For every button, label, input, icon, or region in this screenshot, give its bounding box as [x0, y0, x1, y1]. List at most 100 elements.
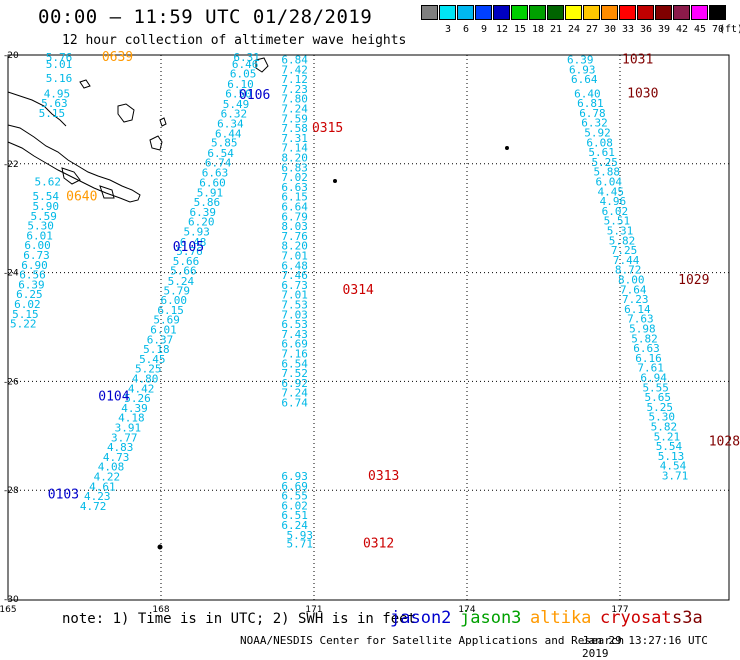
wave-height-value: 5.25	[647, 401, 674, 414]
legend-label: 36	[639, 24, 653, 35]
wave-height-value: 4.42	[128, 382, 155, 395]
graticule	[8, 55, 729, 600]
satellite-jason3: jason3	[460, 608, 522, 628]
legend-label: 39	[657, 24, 671, 35]
legend-label: 45	[693, 24, 707, 35]
wave-height-value: 7.46	[281, 269, 308, 282]
wave-height-value: 4.95	[44, 87, 70, 100]
wave-height-value: 6.32	[581, 117, 608, 130]
map-subtitle: 12 hour collection of altimeter wave hei…	[62, 33, 407, 48]
wave-height-value: 6.00	[24, 239, 51, 252]
satellite-altika: altika	[530, 608, 592, 628]
wave-height-value: 5.88	[593, 166, 620, 179]
lat-tick-label: -24	[4, 269, 19, 279]
wave-height-value: 6.83	[281, 161, 308, 174]
legend-label: 42	[675, 24, 689, 35]
track-jason2: 6.847.427.127.237.807.247.597.587.317.14…	[281, 53, 308, 409]
wave-height-value: 6.84	[281, 53, 308, 66]
wave-height-value: 6.54	[207, 147, 234, 160]
wave-height-value: 6.53	[281, 318, 308, 331]
wave-height-value: 4.61	[89, 480, 116, 493]
lat-tick-label: -22	[4, 160, 19, 170]
wave-height-value: 4.96	[600, 195, 627, 208]
legend-label: 3	[444, 24, 452, 35]
legend-swatch	[493, 5, 510, 20]
wave-height-value: 6.69	[281, 480, 308, 493]
wave-height-value: 6.90	[21, 259, 48, 272]
wave-height-value: 5.85	[211, 136, 238, 149]
wave-height-value: 7.44	[613, 254, 640, 267]
wave-height-value: 7.01	[281, 289, 308, 302]
wave-height-value: 7.01	[281, 249, 308, 262]
wave-height-value: 5.51	[604, 215, 631, 228]
lon-tick-label: 174	[458, 605, 475, 615]
wave-height-value: 7.25	[611, 244, 638, 257]
legend-swatch	[691, 5, 708, 20]
wave-height-value: 6.40	[574, 87, 601, 100]
wave-height-value: 5.26	[124, 392, 151, 405]
satellite-s3a: s3a	[672, 608, 703, 628]
generated-timestamp: Jan 29 13:27:16 UTC 2019	[582, 634, 708, 660]
lat-tick-label: -28	[4, 486, 19, 496]
wave-height-value: 6.00	[160, 294, 187, 307]
wave-height-value: 5.76	[46, 51, 73, 64]
pass-time-label: 1031	[622, 52, 653, 67]
wave-height-value: 7.02	[281, 171, 308, 184]
pass-time-label: 1028	[709, 435, 740, 450]
wave-height-value: 5.31	[607, 224, 634, 237]
legend-label: 70	[711, 24, 725, 35]
pass-time-label: 0103	[48, 488, 79, 503]
legend-swatch	[565, 5, 582, 20]
wave-height-value: 5.91	[197, 186, 224, 199]
pass-time-label: 0315	[312, 121, 343, 136]
wave-height-value: 6.51	[281, 509, 308, 522]
track-cryosat: 6.936.696.556.026.516.245.935.7103150314…	[281, 121, 399, 552]
wave-height-value: 8.20	[281, 240, 308, 253]
wave-height-value: 5.25	[591, 156, 618, 169]
legend-swatch	[547, 5, 564, 20]
wave-height-value: 4.18	[118, 412, 145, 425]
wave-height-value: 6.32	[221, 107, 248, 120]
wave-height-value: 6.69	[281, 338, 308, 351]
wave-height-value: 7.14	[281, 142, 308, 155]
wave-height-value: 6.05	[230, 68, 257, 81]
wave-height-value: 6.15	[281, 191, 308, 204]
map-title: 00:00 – 11:59 UTC 01/28/2019	[38, 6, 373, 28]
legend-unit: (ft)	[719, 24, 740, 35]
wave-height-value: 5.45	[139, 353, 166, 366]
wave-height-value: 4.83	[107, 441, 134, 454]
wave-height-value: 6.48	[180, 236, 207, 249]
wave-height-value: 7.16	[281, 348, 308, 361]
wave-height-value: 8.72	[615, 264, 642, 277]
wave-height-value: 7.63	[627, 313, 654, 326]
legend-label: 12	[495, 24, 509, 35]
satellite-jason2: jason2	[390, 608, 452, 628]
lon-tick-label: 171	[305, 605, 322, 615]
legend-label: 27	[585, 24, 599, 35]
wave-height-value: 7.80	[281, 93, 308, 106]
track-s3a: 6.396.936.646.406.816.786.325.926.085.61…	[567, 52, 740, 482]
wave-height-value: 6.16	[635, 352, 662, 365]
pass-time-label: 1030	[627, 86, 658, 101]
legend-label: 15	[513, 24, 527, 35]
pass-time-label: 0104	[98, 390, 129, 405]
wave-height-value: 5.16	[46, 72, 73, 85]
wave-height-value: 5.90	[32, 200, 59, 213]
wave-height-value: 6.04	[596, 175, 623, 188]
wave-height-value: 5.82	[651, 421, 678, 434]
wave-height-value: 6.44	[215, 127, 242, 140]
wave-height-value: 5.59	[30, 210, 57, 223]
legend-label: 21	[549, 24, 563, 35]
wave-height-value: 6.39	[190, 206, 217, 219]
wave-height-value: 6.48	[281, 259, 308, 272]
wave-height-value: 6.02	[281, 499, 308, 512]
wave-height-value: 6.63	[202, 167, 229, 180]
altimeter-tracks: 6.316.466.056.106.505.496.326.346.445.85…	[10, 50, 740, 552]
wave-height-value: 5.54	[32, 190, 59, 203]
wave-height-value: 7.12	[281, 73, 308, 86]
wave-height-value: 7.42	[281, 63, 308, 76]
wave-height-value: 6.64	[571, 73, 598, 86]
wave-height-value: 4.39	[121, 402, 148, 415]
wave-height-value: 6.31	[233, 51, 259, 64]
wave-height-value: 5.79	[164, 284, 191, 297]
